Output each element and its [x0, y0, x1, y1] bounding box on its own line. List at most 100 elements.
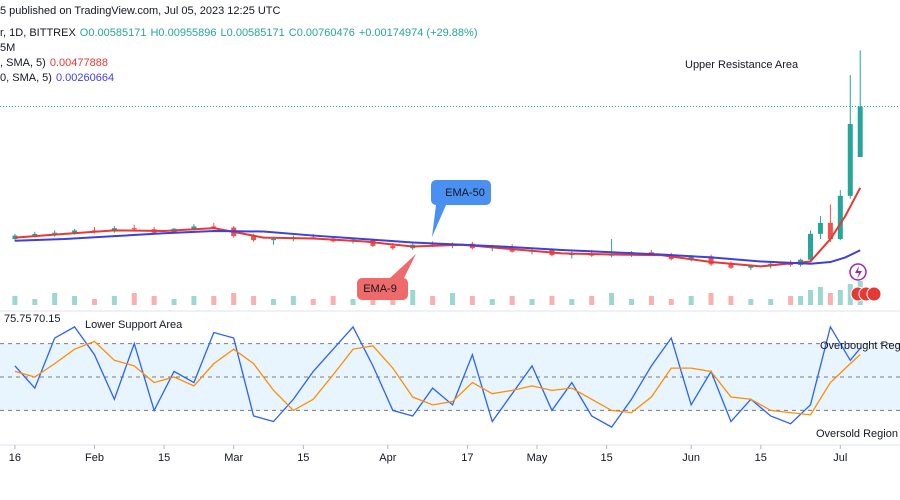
- volume-bar: [798, 296, 804, 305]
- stoch-pane: [0, 325, 900, 428]
- volume-bar: [131, 293, 137, 305]
- volume-bar: [827, 293, 833, 305]
- candle-body: [191, 226, 197, 229]
- candle-body: [270, 239, 276, 241]
- volume-bar: [708, 293, 714, 305]
- ema-fast-label: , SMA, 5): [0, 57, 46, 69]
- volume-bar: [817, 287, 823, 305]
- x-tick-label: Apr: [379, 452, 396, 464]
- candle-body: [817, 222, 823, 234]
- candle-body: [807, 233, 813, 260]
- candle-body: [72, 230, 78, 233]
- ohlc-change: +0.00174974 (+29.88%): [359, 27, 478, 39]
- volume-bar: [728, 296, 734, 305]
- event-icon-bolt: [855, 266, 862, 279]
- published: 5 published on TradingView.com, Jul 05, …: [0, 5, 281, 17]
- x-tick-label: 16: [9, 452, 21, 464]
- volume-bar: [837, 290, 843, 305]
- symbol-name: r, 1D, BITTREX: [0, 27, 76, 39]
- volume-bar: [430, 296, 436, 305]
- volume-bar: [688, 296, 694, 305]
- annotation: Upper Resistance Area: [685, 59, 799, 71]
- candle-body: [211, 226, 217, 228]
- ema-line: [14, 229, 861, 265]
- volume-bar: [32, 299, 38, 305]
- candle-body: [837, 195, 843, 240]
- volume-bar: [52, 293, 58, 305]
- x-axis: 16 Feb 15 Mar 15 Apr 17 May 15 Jun 15 Jul: [9, 445, 847, 464]
- x-tick-label: 17: [461, 452, 473, 464]
- volume-bar: [390, 296, 396, 305]
- ema50-callout: [431, 180, 491, 237]
- volume-bar: [449, 293, 455, 305]
- volume-bar: [549, 296, 555, 305]
- volume-bar: [171, 299, 177, 305]
- ema9-callout-label: EMA-9: [363, 283, 397, 295]
- volume-bar: [509, 296, 515, 305]
- x-tick-label: Jun: [682, 452, 700, 464]
- stoch-line: [14, 340, 861, 416]
- annotation: Overbought Region: [820, 340, 900, 352]
- overlay: 5 published on TradingView.com, Jul 05, …: [0, 5, 900, 440]
- candle-body: [728, 264, 734, 268]
- volume-bar: [12, 296, 18, 305]
- ema50-callout-label: EMA-50: [445, 187, 485, 199]
- candle-body: [390, 245, 396, 249]
- x-tick-label: May: [527, 452, 548, 464]
- candle-body: [32, 233, 38, 236]
- ohlc-l: L0.00585171: [221, 27, 285, 39]
- stoch-d-value: 70.15: [33, 313, 61, 325]
- volume-bar: [489, 299, 495, 305]
- ema9-callout: [357, 254, 416, 300]
- volume-bar: [529, 299, 535, 305]
- x-tick-label: 15: [755, 452, 767, 464]
- volume-bar: [807, 290, 813, 305]
- volume-bar: [350, 299, 356, 305]
- ohlc-c: C0.00760476: [289, 27, 355, 39]
- candle-body: [131, 228, 137, 230]
- candle-body: [251, 236, 257, 241]
- candle-body: [748, 265, 754, 268]
- volume-bar: [231, 293, 237, 305]
- volume-bar: [270, 299, 276, 305]
- volume-bar: [211, 296, 217, 305]
- volume-bar: [191, 296, 197, 305]
- volume-bar: [469, 296, 475, 305]
- volume-bar: [569, 299, 575, 305]
- flag-icon: [866, 286, 882, 302]
- volume-bar: [847, 284, 853, 305]
- volume-bar: [410, 290, 416, 305]
- volume-bar: [91, 299, 97, 305]
- x-tick-label: Jul: [833, 452, 847, 464]
- volume-bar: [290, 296, 296, 305]
- volume-bar: [589, 296, 595, 305]
- stoch-line: [14, 325, 861, 428]
- symbol: r, 1D, BITTREX O0.00585171 H0.00955896 L0.0…: [0, 27, 477, 39]
- price-pane: [0, 50, 900, 305]
- volume-bar: [748, 299, 754, 305]
- stoch-k-value: 75.75: [4, 313, 32, 325]
- ema-slow-value: 0.00260664: [56, 72, 114, 84]
- ema-line: [14, 187, 862, 268]
- volume-bar: [330, 296, 336, 305]
- ema-slow-label: 0, SMA, 5): [0, 72, 52, 84]
- volume-bar: [628, 299, 634, 305]
- volume-bar: [151, 296, 157, 305]
- candle-body: [827, 222, 833, 240]
- x-tick-label: 15: [158, 452, 170, 464]
- x-tick-label: 15: [601, 452, 613, 464]
- candle-body: [52, 232, 58, 234]
- volume-bar: [72, 296, 78, 305]
- x-tick-label: Mar: [224, 452, 243, 464]
- volume-bar: [648, 296, 654, 305]
- ema-fast: , SMA, 5) 0.00477888: [0, 57, 108, 69]
- volume-bar: [609, 293, 615, 305]
- volume-label: 5M: [0, 42, 15, 54]
- volume-bar: [788, 296, 794, 305]
- ohlc-h: H0.00955896: [150, 27, 216, 39]
- volume-bar: [310, 299, 316, 305]
- candle-body: [688, 256, 694, 260]
- ema-slow: 0, SMA, 5) 0.00260664: [0, 72, 114, 84]
